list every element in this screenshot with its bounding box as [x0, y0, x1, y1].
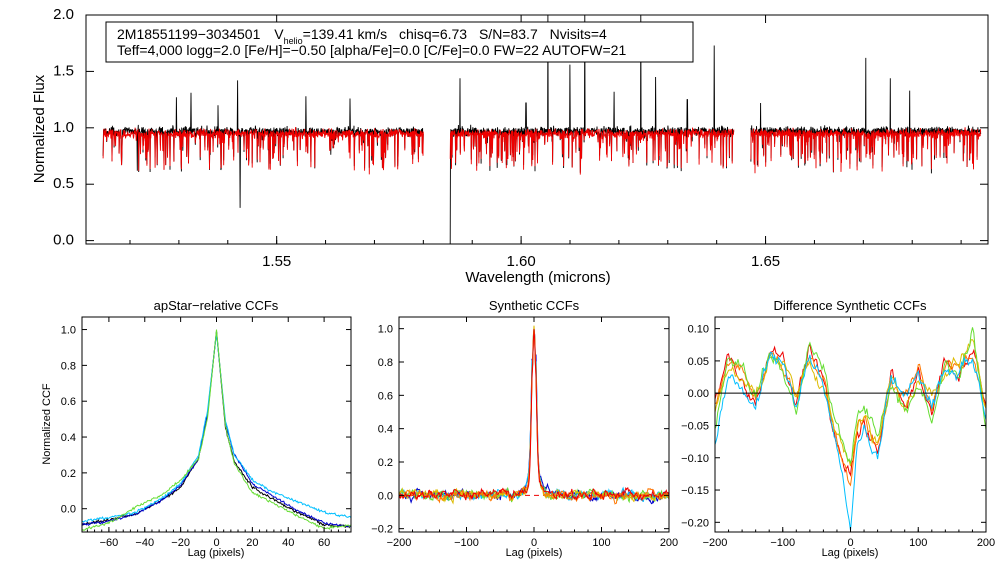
difference-ccf-xtick-label: 200 — [977, 537, 995, 549]
apstar-ccf-ticks: −60 −40 −20 0 20 40 60 0.0 0.2 0.4 0.6 0.8 1.0 — [61, 317, 351, 549]
difference-ccf-ytick-label: −0.05 — [681, 420, 709, 432]
difference-ccf-lines — [714, 327, 987, 531]
apstar-ccf-visit-4-line — [81, 329, 352, 531]
annotation-star-id: 2M18551199−3034501 — [117, 26, 261, 42]
difference-ccf-xtick-label: −200 — [703, 537, 728, 549]
spectrum-panel: 1.55 1.60 1.65 0.0 0.5 1.0 1.5 2.0 2M18551199−3… — [31, 6, 989, 286]
annotation-line-1: 2M18551199−3034501 Vhelio=139.41 km/s ch… — [117, 26, 607, 46]
synthetic-ccf-template-6-line — [398, 329, 670, 502]
spectrum-ytick-label: 0.5 — [53, 175, 74, 192]
apstar-ccf-xtick-label: 40 — [282, 537, 294, 549]
apstar-ccf-title: apStar−relative CCFs — [154, 298, 279, 313]
synthetic-ccf-ytick-label: 0.6 — [378, 390, 393, 402]
difference-ccf-ticks: −200 −100 0 100 200 −0.20 −0.15 −0.10 −0.05 0.00 0… — [681, 317, 995, 549]
spectrum-xtick-label: 1.60 — [507, 253, 536, 270]
synthetic-ccf-xtick-label: 0 — [531, 537, 537, 549]
difference-ccf-ytick-label: −0.10 — [681, 453, 709, 465]
difference-ccf-xtick-label: −100 — [770, 537, 795, 549]
apstar-ccf-xtick-label: −20 — [171, 537, 190, 549]
spectrum-synthetic-segment-1 — [102, 127, 424, 175]
apstar-ccf-ytick-label: 0.2 — [61, 468, 76, 480]
synthetic-ccf-ytick-label: 0.2 — [378, 457, 393, 469]
spectrum-ticks: 1.55 1.60 1.65 0.0 0.5 1.0 1.5 2.0 — [53, 6, 988, 270]
difference-ccf-xtick-label: 0 — [847, 537, 853, 549]
spectrum-ytick-label: 2.0 — [53, 6, 74, 23]
difference-ccf-xtick-label: 100 — [909, 537, 927, 549]
synthetic-ccf-xtick-label: −200 — [387, 537, 412, 549]
difference-ccf-ytick-label: −0.20 — [681, 517, 709, 529]
difference-ccf-title: Difference Synthetic CCFs — [774, 298, 927, 313]
apstar-ccf-xtick-label: −60 — [100, 537, 119, 549]
difference-ccf-ytick-label: 0.00 — [688, 388, 709, 400]
synthetic-ccf-ytick-label: 0.0 — [378, 490, 393, 502]
spectrum-ytick-label: 1.0 — [53, 119, 74, 136]
annotation-chisq: chisq=6.73 — [399, 26, 467, 42]
difference-ccf-diff-3-line — [714, 339, 987, 467]
apstar-ccf-ytick-label: 0.0 — [61, 504, 76, 516]
apstar-ccf-xtick-label: 20 — [246, 537, 258, 549]
spectrum-lines — [102, 14, 982, 245]
annotation-vhelio-prefix: V — [274, 26, 284, 42]
synthetic-ccf-ytick-label: 0.8 — [378, 357, 393, 369]
apstar-ccf-xtick-label: 0 — [213, 537, 219, 549]
spectrum-axes-frame — [85, 14, 989, 245]
apstar-ccf-panel: −60 −40 −20 0 20 40 60 0.0 0.2 0.4 0.6 0.8 1.0 apSta… — [41, 298, 352, 559]
apstar-ccf-xlabel: Lag (pixels) — [188, 547, 245, 559]
annotation-snr: S/N=83.7 — [479, 26, 538, 42]
synthetic-ccf-ticks: −200 −100 0 100 200 −0.2 0.0 0.2 0.4 0.6 0.8 1.0 — [371, 317, 678, 549]
difference-ccf-xlabel: Lag (pixels) — [822, 547, 879, 559]
difference-ccf-ytick-label: 0.10 — [688, 324, 709, 336]
apstar-ccf-ytick-label: 1.0 — [61, 325, 76, 337]
synthetic-ccf-xtick-label: 100 — [592, 537, 610, 549]
annotation-vhelio-subscript: helio — [284, 36, 303, 46]
difference-ccf-diff-4-line — [714, 327, 987, 465]
annotation-box — [105, 21, 694, 63]
apstar-ccf-xtick-label: −40 — [135, 537, 154, 549]
synthetic-ccf-title: Synthetic CCFs — [489, 298, 580, 313]
apstar-ccf-ylabel: Normalized CCF — [41, 383, 53, 465]
spectrum-xlabel: Wavelength (microns) — [465, 269, 610, 286]
annotation-nvisits: Nvisits=4 — [550, 26, 607, 42]
spectrum-synthetic-segment-3 — [750, 127, 982, 174]
synthetic-ccf-lines — [398, 325, 670, 505]
difference-ccf-panel: −200 −100 0 100 200 −0.20 −0.15 −0.10 −0.05 0.00 0… — [681, 298, 995, 559]
spectrum-ytick-label: 0.0 — [53, 232, 74, 249]
synthetic-ccf-ytick-label: 0.4 — [378, 424, 393, 436]
synthetic-ccf-xlabel: Lag (pixels) — [506, 547, 563, 559]
spectrum-synthetic-segment-2 — [449, 127, 735, 175]
synthetic-ccf-xtick-label: 200 — [660, 537, 678, 549]
spectrum-xtick-label: 1.55 — [262, 253, 291, 270]
spectrum-xtick-label: 1.65 — [751, 253, 780, 270]
apstar-ccf-lines — [81, 329, 352, 531]
synthetic-ccf-xtick-label: −100 — [454, 537, 479, 549]
apstar-ccf-ytick-label: 0.6 — [61, 396, 76, 408]
difference-ccf-ytick-label: 0.05 — [688, 356, 709, 368]
synthetic-ccf-ytick-label: −0.2 — [371, 524, 393, 536]
annotation-line-2: Teff=4,000 logg=2.0 [Fe/H]=−0.50 [alpha/… — [117, 42, 626, 58]
apstar-ccf-ytick-label: 0.8 — [61, 360, 76, 372]
apstar-ccf-ytick-label: 0.4 — [61, 432, 76, 444]
synthetic-ccf-ytick-label: 1.0 — [378, 324, 393, 336]
spectrum-ylabel: Normalized Flux — [31, 74, 48, 183]
annotation-vhelio-value: =139.41 km/s — [303, 26, 387, 42]
spectrum-ytick-label: 1.5 — [53, 62, 74, 79]
difference-ccf-ytick-label: −0.15 — [681, 485, 709, 497]
synthetic-ccf-template-4-line — [398, 325, 670, 505]
apstar-ccf-xtick-label: 60 — [318, 537, 330, 549]
synthetic-ccf-panel: −200 −100 0 100 200 −0.2 0.0 0.2 0.4 0.6 0.8 1.0 Sy… — [371, 298, 678, 559]
